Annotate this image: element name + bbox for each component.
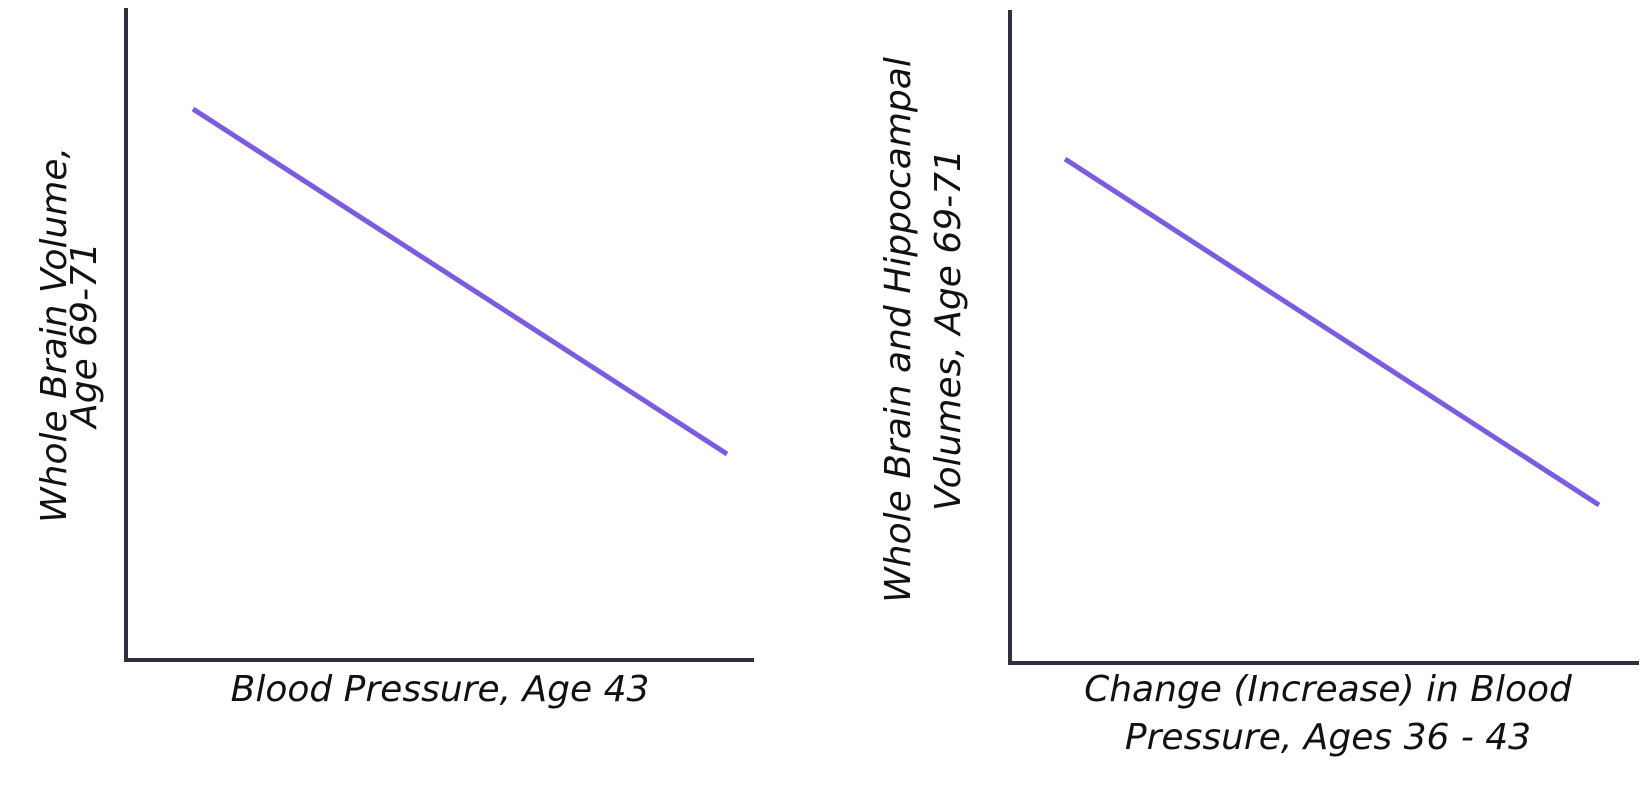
chart-right: Change (Increase) in Blood Pressure, Age… bbox=[878, 10, 1639, 758]
y-axis-label: Age 69-71 bbox=[64, 242, 105, 430]
trend-line bbox=[1063, 156, 1601, 508]
trend-line bbox=[191, 106, 729, 457]
axes bbox=[124, 8, 754, 662]
chart-left: Blood Pressure, Age 43 Whole Brain Volum… bbox=[34, 8, 754, 710]
y-axis-label: Volumes, Age 69-71 bbox=[928, 149, 969, 511]
y-axis-label: Whole Brain and Hippocampal bbox=[878, 57, 919, 603]
y-axis-label: Whole Brain Volume, bbox=[34, 147, 75, 523]
axes bbox=[1008, 10, 1639, 665]
x-axis-label: Pressure, Ages 36 - 43 bbox=[1125, 717, 1531, 758]
x-axis-label: Change (Increase) in Blood bbox=[1084, 669, 1573, 710]
x-axis-label: Blood Pressure, Age 43 bbox=[231, 669, 650, 710]
